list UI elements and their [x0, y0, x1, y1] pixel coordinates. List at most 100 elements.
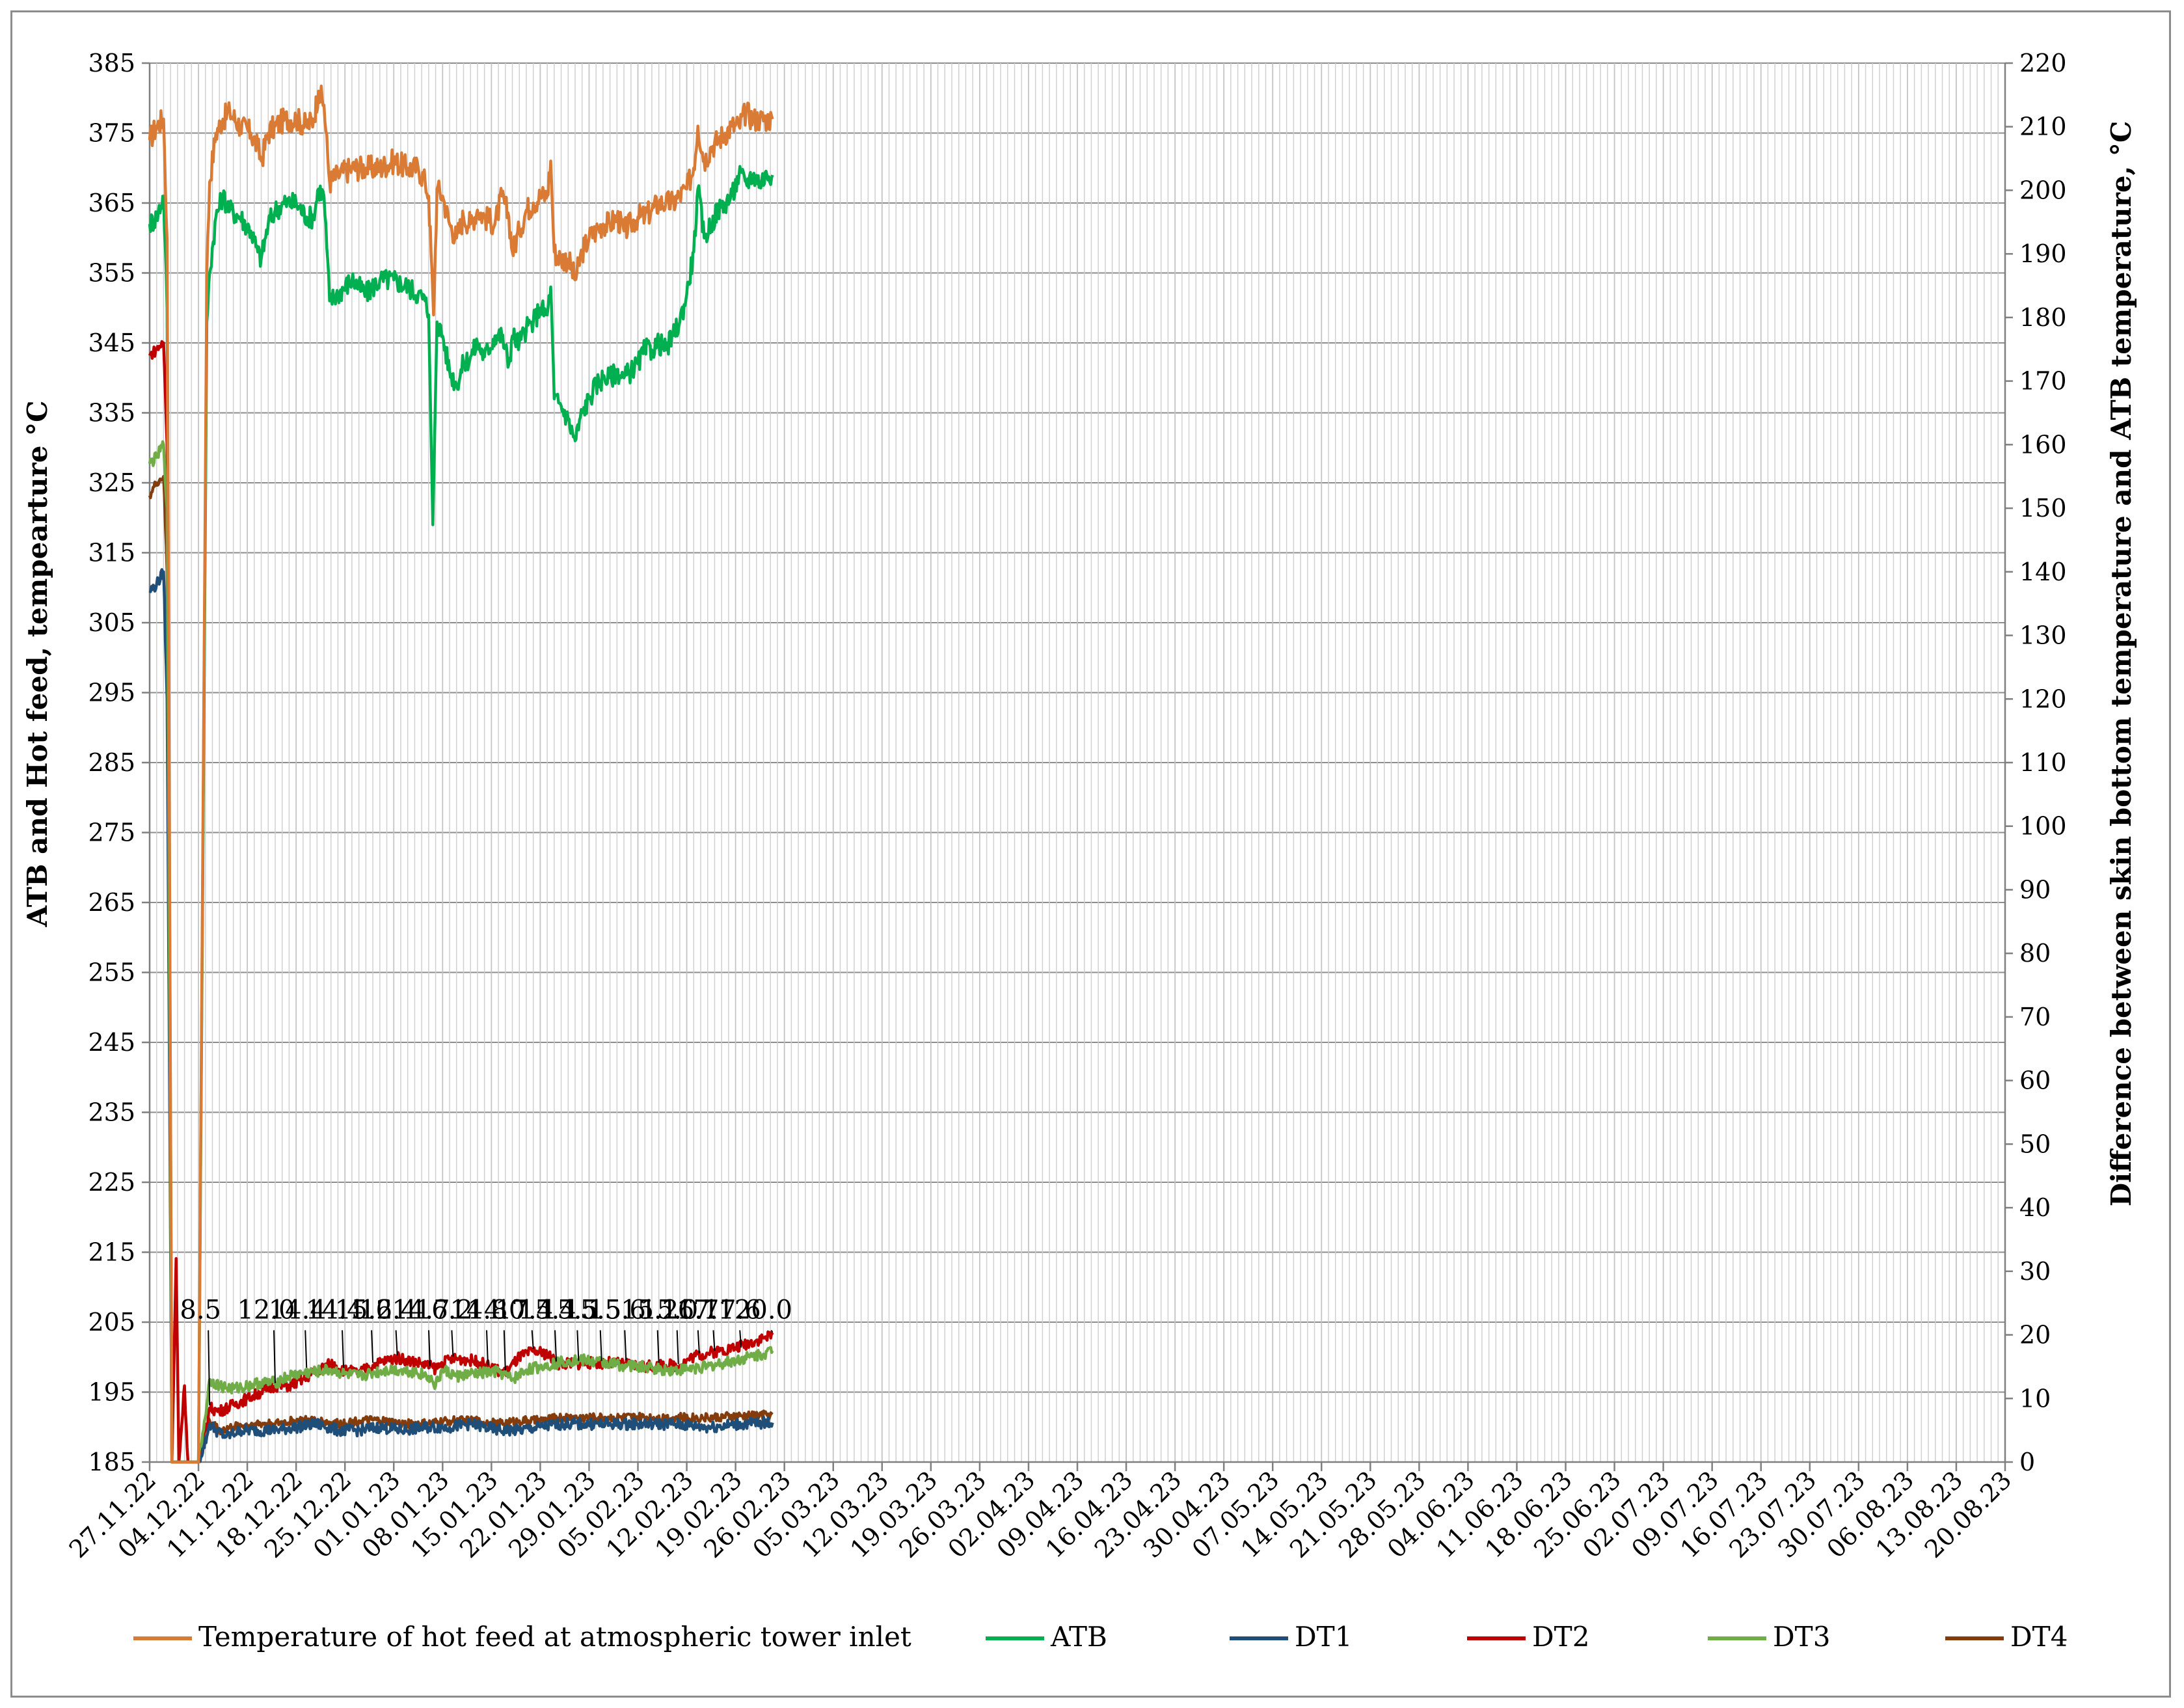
series-line-temperature-of-hot-feed-at-atmospheric-tower-inlet [148, 84, 774, 1464]
left-y-tick-label: 285 [88, 748, 135, 777]
legend-label: DT1 [1295, 1621, 1352, 1653]
right-y-tick-labels: 0 10 20 30 40 50 60 70 80 90 100 110 120 130 140 150 160… [2019, 49, 2067, 1476]
legend-label: Temperature of hot feed at atmospheric t… [198, 1621, 911, 1653]
left-y-tick-label: 235 [88, 1098, 135, 1127]
annotation-label: 17.6 [703, 1295, 761, 1325]
annotation-label: 20.0 [735, 1295, 792, 1325]
left-y-tick-label: 245 [88, 1028, 135, 1057]
annotation-label: 14.8 [450, 1295, 507, 1325]
annotation-leader [503, 1330, 506, 1371]
legend-label: DT2 [1532, 1621, 1589, 1653]
right-y-tick-label: 180 [2019, 303, 2067, 332]
annotation-leader [576, 1330, 580, 1361]
right-y-tick-label: 190 [2019, 239, 2067, 268]
left-y-tick-label: 345 [88, 329, 135, 357]
right-y-tick-label: 140 [2019, 558, 2067, 586]
data-annotations: 8.5 12.014.414.415.216.414.716.214.814.01… [180, 1295, 792, 1405]
chart-frame [10, 10, 2171, 1698]
left-y-tick-label: 365 [88, 189, 135, 217]
series-line-dt3 [148, 440, 774, 1464]
annotation-label: 17.1 [677, 1295, 735, 1325]
annotation-leader [599, 1330, 602, 1361]
annotation-leader [676, 1330, 679, 1364]
legend-label: ATB [1050, 1621, 1107, 1653]
left-y-tick-label: 225 [88, 1168, 135, 1197]
left-y-tick-label: 275 [88, 819, 135, 847]
annotation-leader [554, 1330, 558, 1362]
left-y-tick-labels: 185 195 205 215 225 235 245 255 265 275 285 295 305 3… [88, 49, 135, 1476]
left-y-tick-label: 315 [88, 539, 135, 567]
annotation-label: 15.0 [640, 1295, 698, 1325]
right-y-tick-label: 0 [2019, 1448, 2035, 1476]
left-y-tick-label: 205 [88, 1308, 135, 1336]
annotation-label: 16.4 [359, 1295, 417, 1325]
annotation-leader [656, 1330, 660, 1363]
right-y-tick-label: 40 [2019, 1193, 2051, 1222]
annotation-label: 14.4 [269, 1295, 327, 1325]
right-y-tick-label: 130 [2019, 621, 2067, 650]
annotation-leader [697, 1330, 700, 1353]
left-y-tick-label: 375 [88, 119, 135, 148]
right-y-tick-label: 210 [2019, 113, 2067, 141]
series-lines [148, 84, 774, 1464]
right-y-tick-label: 50 [2019, 1130, 2051, 1158]
series-line-atb [148, 165, 774, 1464]
right-y-tick-label: 30 [2019, 1257, 2051, 1286]
annotation-leader [712, 1330, 716, 1351]
annotation-leader [371, 1330, 374, 1363]
annotation-leader [342, 1330, 345, 1368]
right-y-tick-label: 160 [2019, 430, 2067, 459]
annotation-label: 15.2 [335, 1295, 393, 1325]
right-y-tick-label: 100 [2019, 812, 2067, 841]
right-y-tick-label: 170 [2019, 367, 2067, 396]
annotation-leader [273, 1330, 276, 1383]
annotation-leader [624, 1330, 627, 1361]
right-y-tick-label: 220 [2019, 49, 2067, 77]
left-axis-title: ATB and Hot feed, tempearture °C [21, 400, 53, 927]
legend-label: DT4 [2010, 1621, 2068, 1653]
right-y-tick-label: 150 [2019, 494, 2067, 522]
series-line-dt2 [148, 340, 774, 1464]
annotation-label: 14.4 [306, 1295, 364, 1325]
legend-label: DT3 [1773, 1621, 1830, 1653]
series-line-dt1 [148, 568, 774, 1464]
annotation-leader [208, 1330, 211, 1405]
right-y-tick-label: 80 [2019, 939, 2051, 968]
left-y-tick-label: 255 [88, 958, 135, 987]
annotation-leader [304, 1330, 308, 1368]
annotation-leader [739, 1330, 742, 1348]
right-y-tick-label: 90 [2019, 875, 2051, 904]
left-y-tick-label: 295 [88, 679, 135, 707]
annotation-leader [770, 1329, 774, 1333]
annotation-label: 15.6 [588, 1295, 646, 1325]
annotation-leader [395, 1330, 398, 1355]
annotation-leader [451, 1330, 454, 1357]
left-y-tick-label: 195 [88, 1378, 135, 1407]
annotation-label: 15.4 [519, 1295, 576, 1325]
annotation-label: 8.5 [180, 1295, 221, 1325]
annotation-label: 15.2 [621, 1295, 679, 1325]
right-y-tick-label: 60 [2019, 1066, 2051, 1095]
annotation-label: 16.7 [661, 1295, 719, 1325]
right-y-tick-label: 10 [2019, 1384, 2051, 1413]
vertical-gridlines [155, 63, 1999, 1462]
annotation-label: 17.4 [495, 1295, 553, 1325]
left-y-tick-label: 355 [88, 259, 135, 288]
left-y-tick-label: 265 [88, 888, 135, 917]
left-y-tick-label: 305 [88, 608, 135, 637]
left-y-tick-label: 335 [88, 399, 135, 427]
annotation-label: 15.5 [563, 1295, 621, 1325]
right-y-tick-label: 110 [2019, 748, 2067, 777]
right-y-tick-label: 70 [2019, 1003, 2051, 1031]
left-y-tick-label: 385 [88, 49, 135, 77]
annotation-leader [428, 1330, 431, 1366]
annotation-label: 12.0 [237, 1295, 295, 1325]
left-y-tick-label: 215 [88, 1238, 135, 1267]
right-y-tick-label: 120 [2019, 685, 2067, 713]
annotation-leader [531, 1330, 534, 1349]
annotation-label: 14.7 [392, 1295, 450, 1325]
left-y-tick-label: 185 [88, 1448, 135, 1476]
right-y-tick-label: 20 [2019, 1321, 2051, 1349]
legend: Temperature of hot feed at atmospheric t… [133, 1621, 2068, 1653]
